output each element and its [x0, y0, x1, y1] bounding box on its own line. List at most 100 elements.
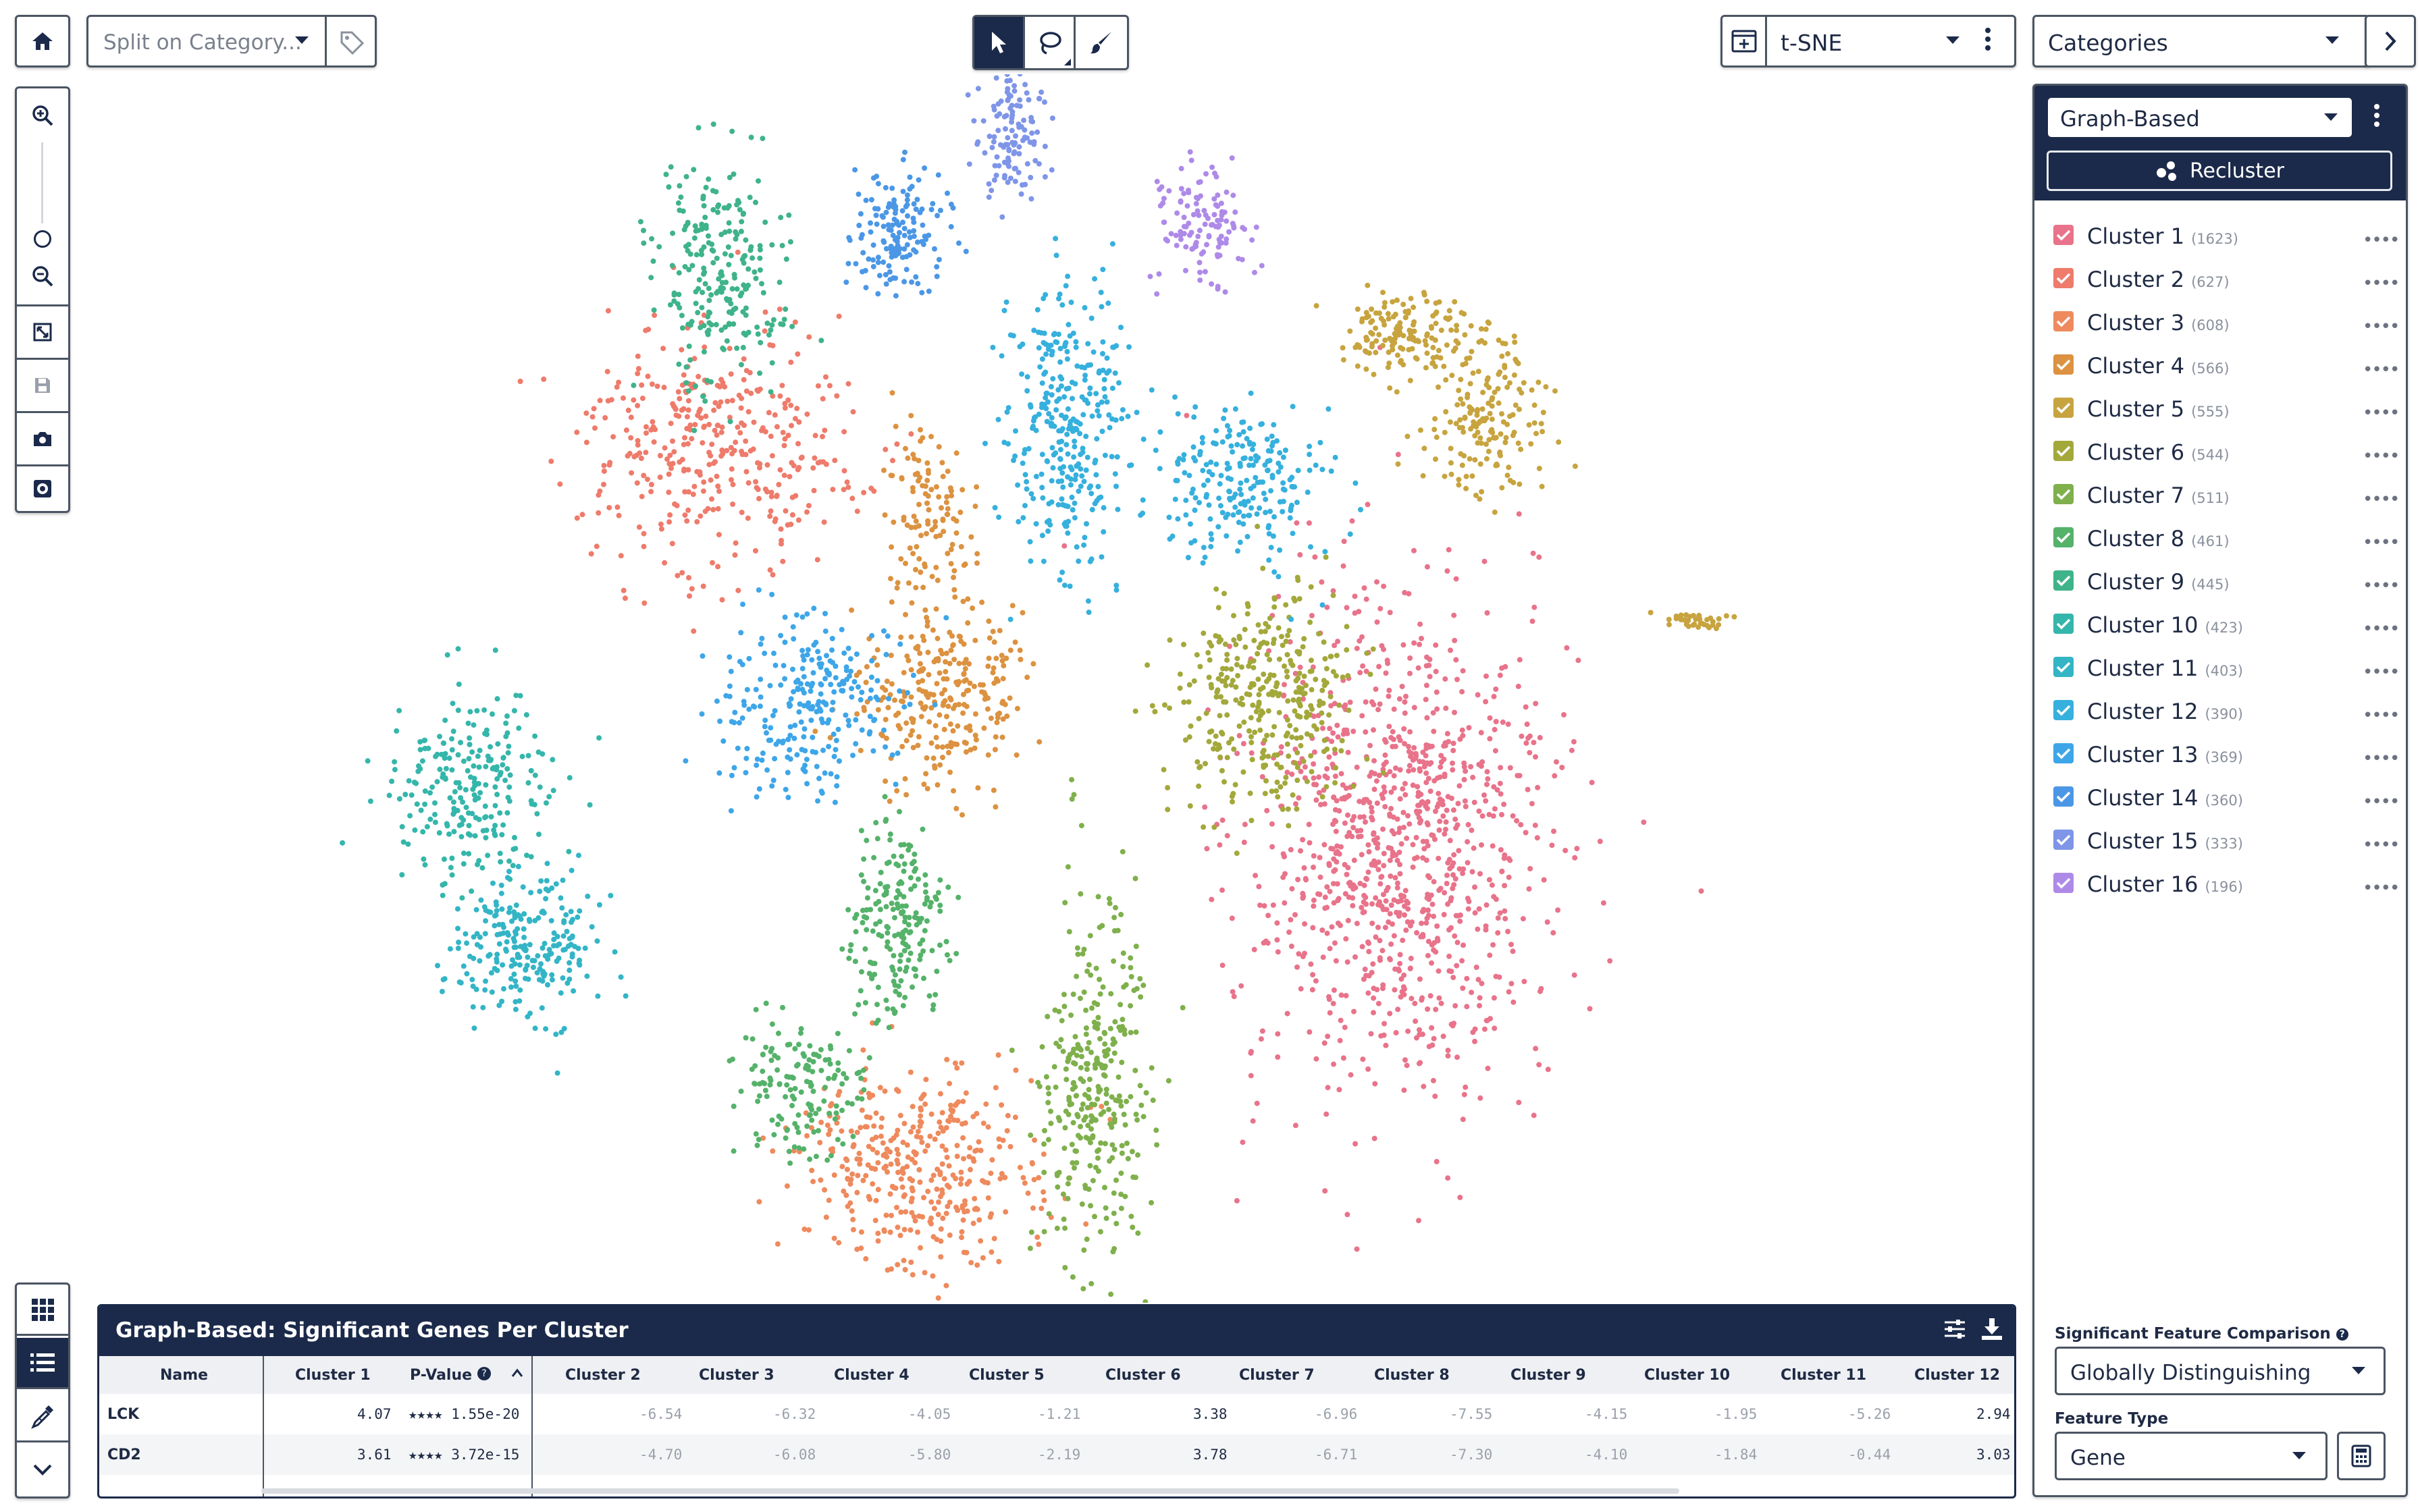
cell-point [810, 1088, 816, 1094]
cell-point [1213, 694, 1219, 700]
cell-point [915, 1229, 920, 1235]
cell-point [1017, 647, 1023, 653]
cell-point [917, 956, 923, 963]
cell-point [1493, 896, 1499, 902]
cell-point [1294, 574, 1300, 580]
cell-point [675, 200, 681, 206]
cell-point [1309, 686, 1315, 693]
cell-point [442, 976, 448, 982]
cell-point [1274, 779, 1280, 785]
cell-point [1450, 767, 1456, 773]
cell-point [1058, 1037, 1064, 1043]
cell-point [668, 164, 674, 170]
cell-point [1288, 616, 1294, 622]
cell-point [924, 786, 930, 792]
cell-point [1500, 419, 1506, 425]
cell-point [883, 651, 889, 657]
cell-point [485, 953, 492, 959]
cell-point [884, 861, 890, 866]
cell-point [480, 1004, 486, 1010]
cell-point [928, 487, 935, 493]
cell-point [762, 309, 768, 315]
cell-point [534, 970, 540, 976]
cell-point [1549, 842, 1555, 848]
cell-point [475, 781, 481, 786]
cell-point [839, 1081, 845, 1087]
cell-point [1338, 1017, 1344, 1023]
cell-point [911, 1214, 917, 1220]
cell-point [951, 587, 957, 593]
cell-point [880, 732, 885, 738]
cell-point [1402, 315, 1409, 321]
cell-point [876, 898, 882, 905]
cell-point [901, 1258, 907, 1264]
cell-point [702, 281, 708, 287]
cell-point [447, 946, 453, 952]
cell-point [820, 720, 826, 726]
cell-point [1450, 760, 1455, 766]
cell-point [1597, 838, 1603, 844]
cell-point [1381, 1032, 1387, 1038]
cell-point [961, 562, 967, 568]
cell-point [1230, 449, 1236, 455]
cell-point [1373, 934, 1379, 940]
cell-point [1515, 440, 1521, 446]
cell-point [1376, 331, 1382, 338]
cell-point [1361, 976, 1367, 982]
cell-point [926, 672, 932, 678]
cell-point [1411, 767, 1417, 773]
cell-point [1112, 370, 1118, 376]
cell-point [1536, 1062, 1542, 1068]
cell-point [1473, 492, 1479, 498]
cell-point [1025, 1190, 1031, 1196]
cell-point [1512, 356, 1519, 362]
cell-point [1236, 432, 1242, 438]
cell-point [715, 506, 721, 512]
cell-point [982, 1179, 988, 1185]
cell-point [1216, 495, 1222, 502]
cell-point [681, 468, 687, 474]
cell-point [592, 425, 598, 431]
tsne-scatter-plot[interactable] [81, 74, 2026, 1303]
cell-point [888, 1161, 894, 1167]
cell-point [574, 515, 580, 521]
cell-point [1145, 662, 1151, 668]
cell-point [1082, 535, 1088, 541]
cell-point [1097, 1035, 1103, 1042]
cell-point [955, 1118, 961, 1123]
cell-point [1366, 973, 1372, 979]
cell-point [729, 286, 735, 292]
cell-point [1201, 824, 1207, 830]
cell-point [1251, 441, 1257, 448]
cell-point [914, 1133, 920, 1139]
cell-point [1260, 684, 1266, 691]
cell-point [714, 473, 720, 479]
cell-point [780, 321, 786, 327]
cell-point [1454, 676, 1460, 682]
cell-point [1238, 480, 1244, 486]
cell-point [891, 519, 897, 525]
cell-point [727, 175, 733, 180]
cell-point [811, 642, 817, 648]
cell-point [1066, 1175, 1072, 1181]
cell-point [1288, 846, 1294, 853]
cell-point [544, 878, 550, 884]
cell-point [921, 637, 927, 643]
cell-point [1294, 735, 1300, 741]
cell-point [1478, 730, 1484, 736]
cell-point [937, 670, 943, 676]
cell-point [1469, 869, 1475, 875]
cell-point [491, 827, 497, 833]
cell-point [1387, 956, 1393, 962]
cell-point [840, 1141, 846, 1147]
cell-point [1397, 952, 1403, 958]
cell-point [521, 911, 527, 917]
cell-point [912, 851, 918, 857]
cell-point [845, 645, 851, 651]
cell-point [1199, 435, 1205, 441]
cell-point [776, 738, 782, 745]
cell-point [1055, 502, 1061, 508]
cell-point [932, 992, 939, 998]
cell-point [658, 521, 664, 527]
cell-point [1113, 583, 1120, 589]
